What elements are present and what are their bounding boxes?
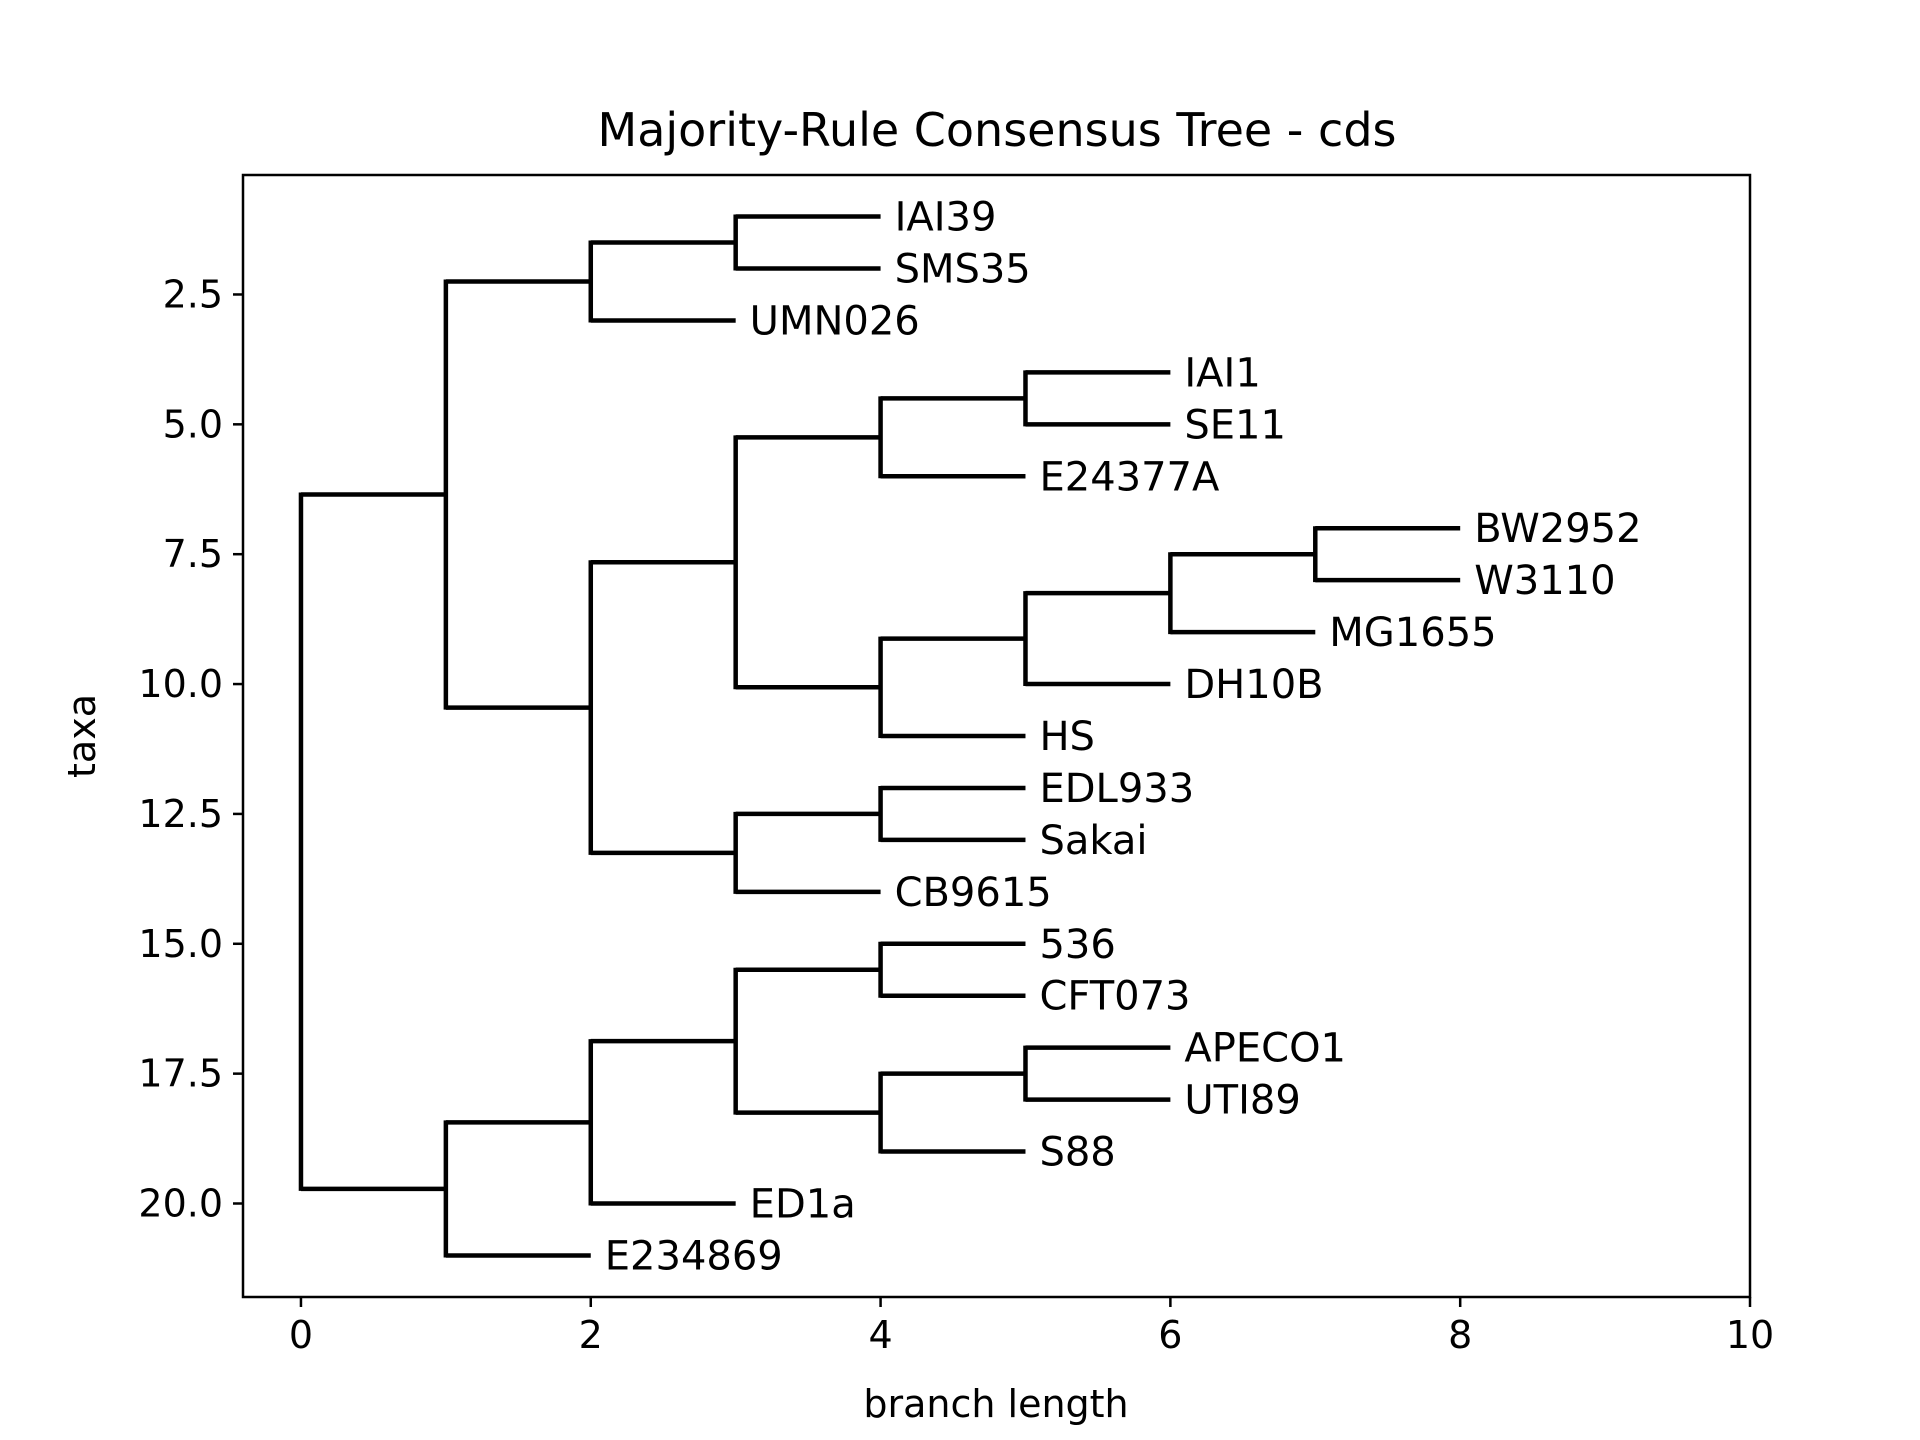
y-tick-label: 12.5 <box>138 792 223 836</box>
y-tick-label: 5.0 <box>163 402 223 446</box>
taxon-label: EDL933 <box>1039 766 1194 812</box>
x-tick-label: 10 <box>1726 1313 1774 1357</box>
taxon-label: BW2952 <box>1474 506 1641 552</box>
x-tick-label: 6 <box>1158 1313 1182 1357</box>
taxon-label: E24377A <box>1039 454 1220 500</box>
taxon-label: CFT073 <box>1039 974 1190 1020</box>
taxon-label: UTI89 <box>1184 1078 1300 1124</box>
taxon-label: IAI1 <box>1184 350 1260 396</box>
x-tick-label: 4 <box>868 1313 892 1357</box>
taxon-labels: IAI39 SMS35 UMN026 IAI1 SE11 E24377A BW2952 W31… <box>605 195 1642 1280</box>
x-tick-label: 0 <box>289 1313 313 1357</box>
x-axis-ticks: 0 2 4 6 8 10 <box>289 1297 1774 1357</box>
y-axis-ticks: 2.5 5.0 7.5 10.0 12.5 15.0 17.5 20.0 <box>138 272 243 1226</box>
y-tick-label: 7.5 <box>163 532 223 576</box>
y-tick-label: 20.0 <box>138 1182 223 1226</box>
taxon-label: 536 <box>1039 922 1115 968</box>
x-tick-label: 8 <box>1448 1313 1472 1357</box>
x-axis-label: branch length <box>863 1382 1128 1426</box>
taxon-label: UMN026 <box>750 298 920 344</box>
taxon-label: APECO1 <box>1184 1026 1346 1072</box>
taxon-label: S88 <box>1039 1130 1115 1176</box>
tree-branches <box>298 214 1461 1258</box>
y-tick-label: 17.5 <box>138 1052 223 1096</box>
taxon-label: ED1a <box>750 1182 856 1228</box>
taxon-label: Sakai <box>1039 818 1147 864</box>
chart-title: Majority-Rule Consensus Tree - cds <box>598 103 1397 157</box>
x-tick-label: 2 <box>579 1313 603 1357</box>
plot-frame <box>241 173 1752 1299</box>
taxon-label: SE11 <box>1184 402 1286 448</box>
taxon-label: SMS35 <box>895 247 1031 293</box>
taxon-label: HS <box>1039 714 1094 760</box>
y-tick-label: 10.0 <box>138 662 223 706</box>
y-axis-label: taxa <box>60 694 104 778</box>
taxon-label: E234869 <box>605 1233 783 1279</box>
y-tick-label: 15.0 <box>138 922 223 966</box>
taxon-label: DH10B <box>1184 662 1323 708</box>
taxon-label: MG1655 <box>1329 610 1496 656</box>
taxon-label: W3110 <box>1474 558 1615 604</box>
taxon-label: CB9615 <box>895 870 1052 916</box>
taxon-label: IAI39 <box>895 195 997 241</box>
y-tick-label: 2.5 <box>163 272 223 316</box>
